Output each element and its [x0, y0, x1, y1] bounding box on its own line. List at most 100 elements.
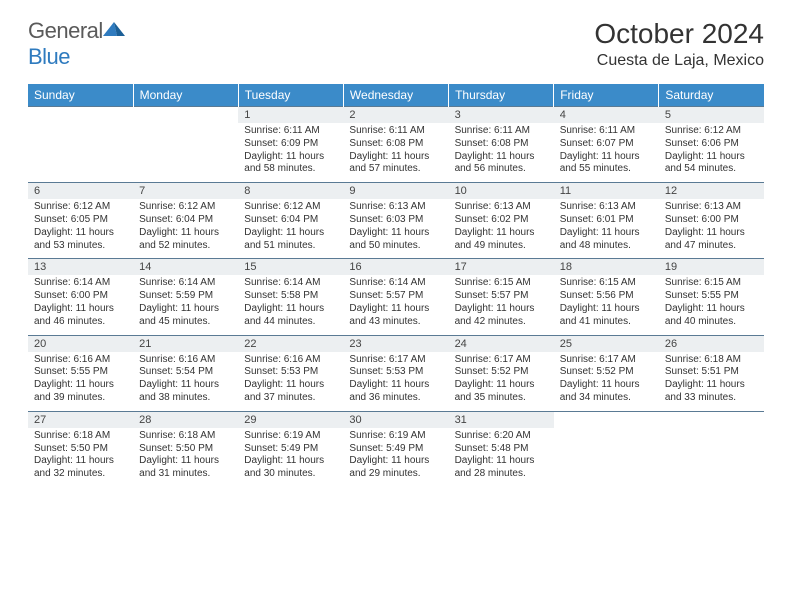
- sunrise-text: Sunrise: 6:15 AM: [560, 277, 653, 290]
- sunrise-text: Sunrise: 6:11 AM: [560, 125, 653, 138]
- daynum-row: 13141516171819: [28, 259, 764, 276]
- sunset-text: Sunset: 5:58 PM: [244, 290, 337, 303]
- sunrise-text: Sunrise: 6:20 AM: [455, 430, 548, 443]
- sunset-text: Sunset: 5:49 PM: [244, 443, 337, 456]
- calendar-body: 12345Sunrise: 6:11 AMSunset: 6:09 PMDayl…: [28, 107, 764, 487]
- sunset-text: Sunset: 6:07 PM: [560, 138, 653, 151]
- sunrise-text: Sunrise: 6:14 AM: [139, 277, 232, 290]
- calendar-table: Sunday Monday Tuesday Wednesday Thursday…: [28, 84, 764, 487]
- day-number-cell: 1: [238, 107, 343, 124]
- day-number-cell: [133, 107, 238, 124]
- daylight-text: Daylight: 11 hours and 38 minutes.: [139, 379, 232, 405]
- day-detail-cell: Sunrise: 6:12 AMSunset: 6:05 PMDaylight:…: [28, 199, 133, 259]
- day-detail-cell: Sunrise: 6:18 AMSunset: 5:50 PMDaylight:…: [133, 428, 238, 487]
- location-label: Cuesta de Laja, Mexico: [594, 52, 764, 70]
- day-detail-cell: [28, 123, 133, 183]
- calendar-header-row: Sunday Monday Tuesday Wednesday Thursday…: [28, 84, 764, 107]
- sunrise-text: Sunrise: 6:11 AM: [455, 125, 548, 138]
- day-number-cell: 15: [238, 259, 343, 276]
- sunrise-text: Sunrise: 6:12 AM: [34, 201, 127, 214]
- brand-logo: General: [28, 18, 125, 44]
- daylight-text: Daylight: 11 hours and 31 minutes.: [139, 455, 232, 481]
- daylight-text: Daylight: 11 hours and 45 minutes.: [139, 303, 232, 329]
- title-block: October 2024 Cuesta de Laja, Mexico: [594, 18, 764, 70]
- sunset-text: Sunset: 5:57 PM: [455, 290, 548, 303]
- day-number-cell: 7: [133, 183, 238, 200]
- sunrise-text: Sunrise: 6:12 AM: [665, 125, 758, 138]
- sunset-text: Sunset: 5:54 PM: [139, 366, 232, 379]
- daylight-text: Daylight: 11 hours and 40 minutes.: [665, 303, 758, 329]
- sunset-text: Sunset: 5:55 PM: [34, 366, 127, 379]
- sunrise-text: Sunrise: 6:17 AM: [455, 354, 548, 367]
- day-detail-cell: Sunrise: 6:11 AMSunset: 6:07 PMDaylight:…: [554, 123, 659, 183]
- daylight-text: Daylight: 11 hours and 37 minutes.: [244, 379, 337, 405]
- weekday-header: Sunday: [28, 84, 133, 107]
- sunrise-text: Sunrise: 6:15 AM: [665, 277, 758, 290]
- sunset-text: Sunset: 6:08 PM: [349, 138, 442, 151]
- day-detail-cell: Sunrise: 6:15 AMSunset: 5:56 PMDaylight:…: [554, 275, 659, 335]
- weekday-header: Friday: [554, 84, 659, 107]
- daylight-text: Daylight: 11 hours and 42 minutes.: [455, 303, 548, 329]
- sunset-text: Sunset: 5:48 PM: [455, 443, 548, 456]
- sunset-text: Sunset: 5:59 PM: [139, 290, 232, 303]
- sunset-text: Sunset: 6:01 PM: [560, 214, 653, 227]
- day-detail-cell: Sunrise: 6:17 AMSunset: 5:52 PMDaylight:…: [554, 352, 659, 412]
- sunrise-text: Sunrise: 6:15 AM: [455, 277, 548, 290]
- sunrise-text: Sunrise: 6:16 AM: [34, 354, 127, 367]
- sunset-text: Sunset: 5:51 PM: [665, 366, 758, 379]
- daynum-row: 20212223242526: [28, 335, 764, 352]
- weekday-header: Monday: [133, 84, 238, 107]
- daylight-text: Daylight: 11 hours and 32 minutes.: [34, 455, 127, 481]
- sunset-text: Sunset: 6:02 PM: [455, 214, 548, 227]
- sunrise-text: Sunrise: 6:19 AM: [244, 430, 337, 443]
- daylight-text: Daylight: 11 hours and 56 minutes.: [455, 151, 548, 177]
- sunrise-text: Sunrise: 6:18 AM: [139, 430, 232, 443]
- day-detail-cell: Sunrise: 6:12 AMSunset: 6:04 PMDaylight:…: [133, 199, 238, 259]
- day-number-cell: 24: [449, 335, 554, 352]
- daylight-text: Daylight: 11 hours and 35 minutes.: [455, 379, 548, 405]
- day-detail-cell: Sunrise: 6:15 AMSunset: 5:57 PMDaylight:…: [449, 275, 554, 335]
- sunset-text: Sunset: 5:50 PM: [34, 443, 127, 456]
- header: General October 2024 Cuesta de Laja, Mex…: [28, 18, 764, 70]
- detail-row: Sunrise: 6:18 AMSunset: 5:50 PMDaylight:…: [28, 428, 764, 487]
- sunrise-text: Sunrise: 6:17 AM: [349, 354, 442, 367]
- day-number-cell: 9: [343, 183, 448, 200]
- day-detail-cell: Sunrise: 6:16 AMSunset: 5:54 PMDaylight:…: [133, 352, 238, 412]
- day-detail-cell: Sunrise: 6:13 AMSunset: 6:03 PMDaylight:…: [343, 199, 448, 259]
- sunset-text: Sunset: 6:08 PM: [455, 138, 548, 151]
- daylight-text: Daylight: 11 hours and 50 minutes.: [349, 227, 442, 253]
- day-number-cell: 14: [133, 259, 238, 276]
- day-detail-cell: Sunrise: 6:18 AMSunset: 5:51 PMDaylight:…: [659, 352, 764, 412]
- sunset-text: Sunset: 5:56 PM: [560, 290, 653, 303]
- weekday-header: Saturday: [659, 84, 764, 107]
- day-number-cell: 27: [28, 411, 133, 428]
- day-detail-cell: [659, 428, 764, 487]
- day-number-cell: [554, 411, 659, 428]
- day-detail-cell: Sunrise: 6:13 AMSunset: 6:02 PMDaylight:…: [449, 199, 554, 259]
- sunrise-text: Sunrise: 6:18 AM: [665, 354, 758, 367]
- daylight-text: Daylight: 11 hours and 47 minutes.: [665, 227, 758, 253]
- daylight-text: Daylight: 11 hours and 29 minutes.: [349, 455, 442, 481]
- day-number-cell: 19: [659, 259, 764, 276]
- day-detail-cell: Sunrise: 6:19 AMSunset: 5:49 PMDaylight:…: [238, 428, 343, 487]
- day-detail-cell: Sunrise: 6:12 AMSunset: 6:04 PMDaylight:…: [238, 199, 343, 259]
- sunset-text: Sunset: 6:09 PM: [244, 138, 337, 151]
- day-detail-cell: [554, 428, 659, 487]
- day-detail-cell: Sunrise: 6:13 AMSunset: 6:00 PMDaylight:…: [659, 199, 764, 259]
- day-number-cell: 12: [659, 183, 764, 200]
- sunrise-text: Sunrise: 6:13 AM: [665, 201, 758, 214]
- sunrise-text: Sunrise: 6:16 AM: [139, 354, 232, 367]
- day-number-cell: 5: [659, 107, 764, 124]
- day-detail-cell: Sunrise: 6:13 AMSunset: 6:01 PMDaylight:…: [554, 199, 659, 259]
- daylight-text: Daylight: 11 hours and 53 minutes.: [34, 227, 127, 253]
- day-number-cell: 16: [343, 259, 448, 276]
- sunrise-text: Sunrise: 6:13 AM: [455, 201, 548, 214]
- daylight-text: Daylight: 11 hours and 33 minutes.: [665, 379, 758, 405]
- sunrise-text: Sunrise: 6:14 AM: [349, 277, 442, 290]
- day-number-cell: 23: [343, 335, 448, 352]
- daynum-row: 6789101112: [28, 183, 764, 200]
- day-detail-cell: Sunrise: 6:14 AMSunset: 5:59 PMDaylight:…: [133, 275, 238, 335]
- sunset-text: Sunset: 6:00 PM: [665, 214, 758, 227]
- day-number-cell: 22: [238, 335, 343, 352]
- sunset-text: Sunset: 5:57 PM: [349, 290, 442, 303]
